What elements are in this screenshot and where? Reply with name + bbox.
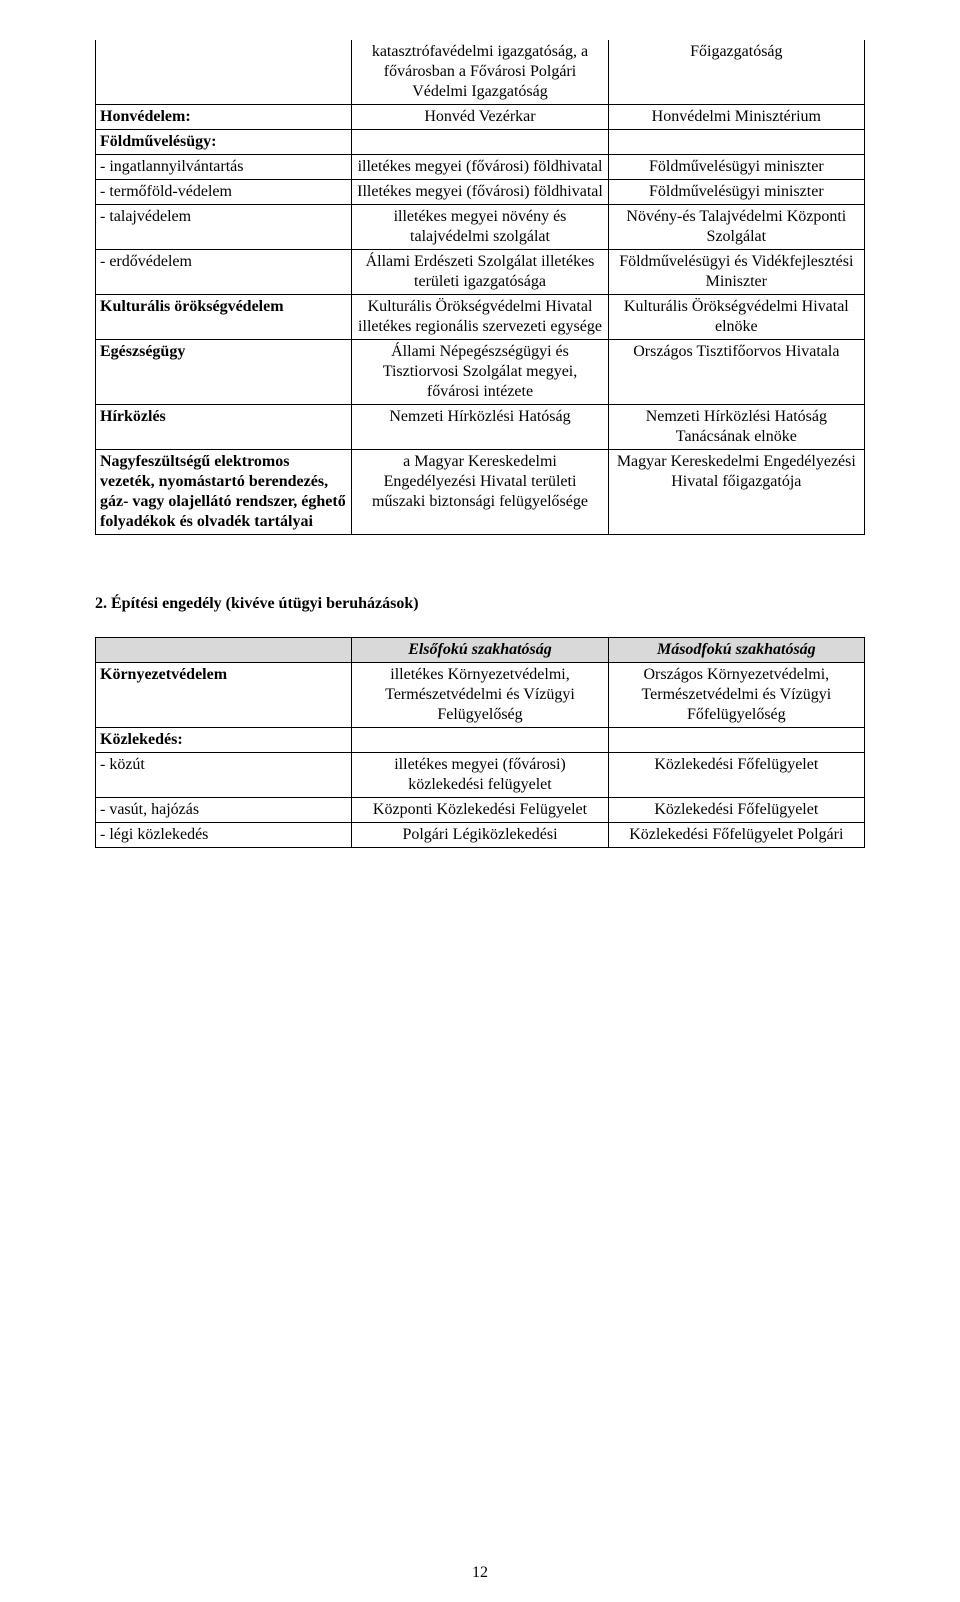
table-cell-col3 (608, 130, 864, 155)
table-1: katasztrófavédelmi igazgatóság, a főváro… (95, 40, 865, 535)
table-cell-col3: Magyar Kereskedelmi Engedélyezési Hivata… (608, 450, 864, 535)
table-cell-col3: Közlekedési Főfelügyelet Polgári (608, 823, 864, 848)
section-2-heading: 2. Építési engedély (kivéve útügyi beruh… (95, 595, 865, 613)
table-cell-col3: Földművelésügyi miniszter (608, 155, 864, 180)
table-cell-col1: - ingatlan­nyilvántartás (96, 155, 352, 180)
table-cell-col2: Állami Erdészeti Szolgálat illetékes ter… (352, 250, 608, 295)
table-cell-col1: - erdővédelem (96, 250, 352, 295)
table-row: Honvédelem:Honvéd VezérkarHonvédelmi Min… (96, 105, 865, 130)
table-cell-col2: a Magyar Kereskedelmi Engedélyezési Hiva… (352, 450, 608, 535)
table-row: - erdővédelemÁllami Erdészeti Szolgálat … (96, 250, 865, 295)
table-cell-col2 (352, 130, 608, 155)
table-cell-col3: Országos Környezetvédelmi, Természetvéde… (608, 663, 864, 728)
table-cell-col1: Egészségügy (96, 340, 352, 405)
table-cell-col2: Központi Közlekedési Felügyelet (352, 798, 608, 823)
table-header-col2: Elsőfokú szakhatóság (352, 638, 608, 663)
table-cell-col2: Állami Népegészségügyi és Tisztiorvosi S… (352, 340, 608, 405)
table-cell-col3: Közlekedési Főfelügyelet (608, 753, 864, 798)
table-row: Földművelésügy: (96, 130, 865, 155)
table-cell-col1: - vasút, hajózás (96, 798, 352, 823)
table-cell-col3 (608, 728, 864, 753)
table-cell-col1: - talajvédelem (96, 205, 352, 250)
table-header-col3: Másodfokú szakhatóság (608, 638, 864, 663)
table-row: HírközlésNemzeti Hírközlési HatóságNemze… (96, 405, 865, 450)
table-cell-col3: Kulturális Örökségvédelmi Hivatal elnöke (608, 295, 864, 340)
table-cell-col2: illetékes megyei (fővárosi) földhivatal (352, 155, 608, 180)
table-cell-col3: Honvédelmi Minisztérium (608, 105, 864, 130)
table-cell-col2: Nemzeti Hírközlési Hatóság (352, 405, 608, 450)
table-cell-col1: - közút (96, 753, 352, 798)
table-row: - talajvédelemilletékes megyei növény és… (96, 205, 865, 250)
table-cell-col3: Főigazgatóság (608, 40, 864, 105)
table-cell-col1 (96, 40, 352, 105)
table-row: - termőföld-védelemIlletékes megyei (főv… (96, 180, 865, 205)
table-cell-col2 (352, 728, 608, 753)
table-row: - vasút, hajózásKözponti Közlekedési Fel… (96, 798, 865, 823)
table-row: katasztrófavédelmi igazgatóság, a főváro… (96, 40, 865, 105)
table-row: Környezetvédelemilletékes Környezetvédel… (96, 663, 865, 728)
table-cell-col2: katasztrófavédelmi igazgatóság, a főváro… (352, 40, 608, 105)
table-cell-col2: Illetékes megyei (fővárosi) földhivatal (352, 180, 608, 205)
table-cell-col1: Nagyfeszültségű elektromos vezeték, nyom… (96, 450, 352, 535)
table-row: Kulturális örökségvédelemKulturális Örök… (96, 295, 865, 340)
table-cell-col2: illetékes megyei növény és talajvédelmi … (352, 205, 608, 250)
table-cell-col3: Országos Tisztifőorvos Hivatala (608, 340, 864, 405)
table-cell-col1: Közlekedés: (96, 728, 352, 753)
table-row: Nagyfeszültségű elektromos vezeték, nyom… (96, 450, 865, 535)
table-cell-col2: Polgári Légiközlekedési (352, 823, 608, 848)
page-number: 12 (0, 1564, 960, 1582)
table-cell-col1: Környezetvédelem (96, 663, 352, 728)
table-row: - közútilletékes megyei (fővárosi) közle… (96, 753, 865, 798)
table-cell-col2: illetékes Környezetvédelmi, Természetvéd… (352, 663, 608, 728)
table-cell-col1: Földművelésügy: (96, 130, 352, 155)
table-row: - ingatlan­nyilvántartásilletékes megyei… (96, 155, 865, 180)
table-cell-col1: Honvédelem: (96, 105, 352, 130)
table-cell-col1: Hírközlés (96, 405, 352, 450)
table-cell-col2: Honvéd Vezérkar (352, 105, 608, 130)
table-cell-col3: Nemzeti Hírközlési Hatóság Tanácsának el… (608, 405, 864, 450)
table-cell-col1: - termőföld-védelem (96, 180, 352, 205)
table-cell-col3: Földművelésügyi és Vidékfejlesztési Mini… (608, 250, 864, 295)
table-row: - légi közlekedésPolgári Légiközlekedési… (96, 823, 865, 848)
table-cell (96, 638, 352, 663)
table-cell-col3: Közlekedési Főfelügyelet (608, 798, 864, 823)
table-cell-col1: - légi közlekedés (96, 823, 352, 848)
table-row: Közlekedés: (96, 728, 865, 753)
table-row-header: Elsőfokú szakhatóság Másodfokú szakhatós… (96, 638, 865, 663)
page: katasztrófavédelmi igazgatóság, a főváro… (0, 0, 960, 1602)
table-cell-col2: Kulturális Örökségvédelmi Hivatal illeté… (352, 295, 608, 340)
table-row: EgészségügyÁllami Népegészségügyi és Tis… (96, 340, 865, 405)
table-cell-col3: Földművelésügyi miniszter (608, 180, 864, 205)
table-cell-col1: Kulturális örökségvédelem (96, 295, 352, 340)
table-cell-col2: illetékes megyei (fővárosi) közlekedési … (352, 753, 608, 798)
table-2: Elsőfokú szakhatóság Másodfokú szakhatós… (95, 637, 865, 848)
table-cell-col3: Növény-és Talajvédelmi Központi Szolgála… (608, 205, 864, 250)
